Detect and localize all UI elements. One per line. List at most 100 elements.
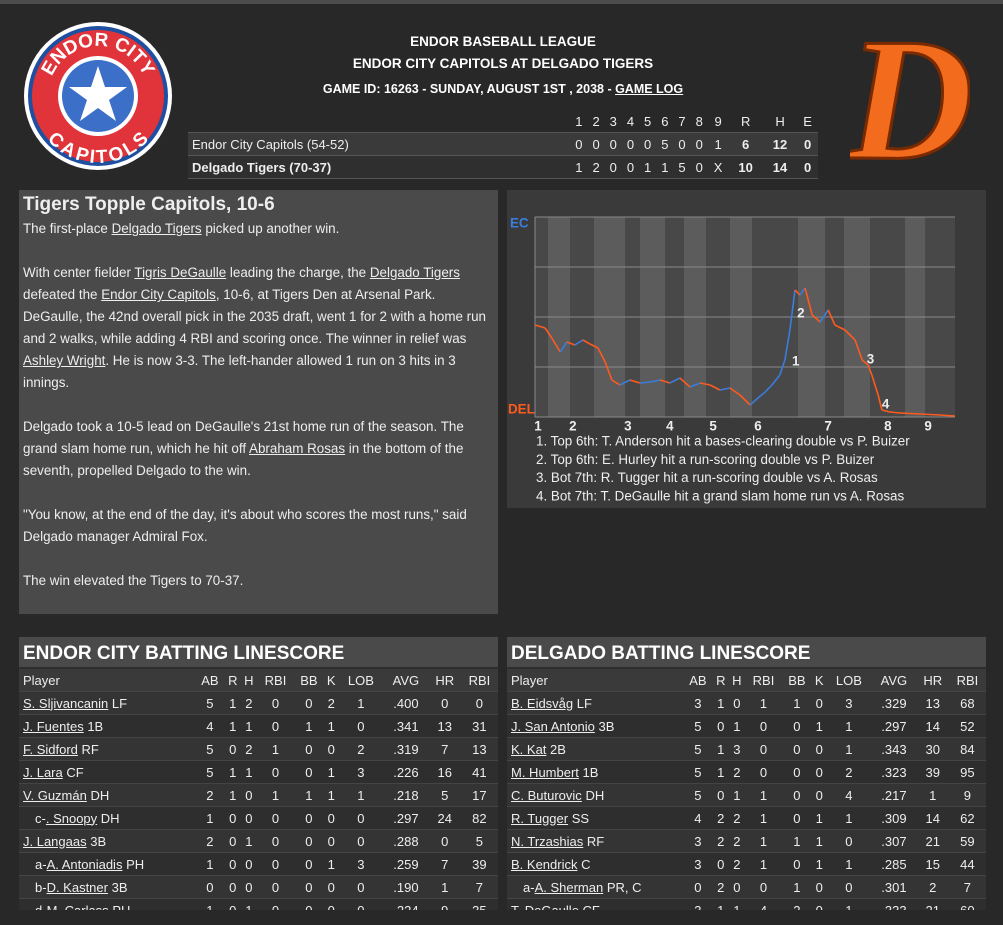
stat-cell: 0 xyxy=(811,783,827,807)
position: RF xyxy=(586,833,605,849)
position: SS xyxy=(571,810,590,826)
position: DH xyxy=(100,810,120,826)
stat-cell: 0 xyxy=(294,829,324,853)
player-link[interactable]: D. Kastner xyxy=(46,879,108,895)
player-link[interactable]: K. Kat xyxy=(511,741,547,757)
player-link[interactable]: J. Lara xyxy=(23,764,63,780)
column-header: BB xyxy=(294,669,324,692)
link[interactable]: Tigris DeGaulle xyxy=(134,265,227,280)
score-cell: 0 xyxy=(621,132,640,156)
link[interactable]: Endor City Capitols xyxy=(101,287,216,302)
player-row: d-M. Carlass PH 1 0 1 0 0 0 0.224 9 35 xyxy=(19,898,498,911)
stat-cell: 1 xyxy=(428,875,461,899)
stat-cell: 1 xyxy=(240,829,257,853)
position: 3B xyxy=(598,718,615,734)
panel-title: DELGADO BATTING LINESCORE xyxy=(507,637,986,667)
player-link[interactable]: M. Humbert xyxy=(511,764,579,780)
player-row: J. Langaas 3B 2 0 1 0 0 0 0.288 0 5 xyxy=(19,829,498,853)
line-segment xyxy=(804,287,813,316)
player-cell: d-M. Carlass PH xyxy=(19,898,195,911)
column-header: HR xyxy=(428,669,461,692)
stat-cell: 0 xyxy=(224,737,241,761)
column-header: RBI xyxy=(256,669,295,692)
stat-cell: 0 xyxy=(240,783,257,807)
note: 4. Bot 7th: T. DeGaulle hit a grand slam… xyxy=(536,488,904,503)
away-logo: ENDOR CITY CAPITOLS xyxy=(24,22,172,170)
stat-cell: 2 xyxy=(712,875,729,899)
column-header: Player xyxy=(507,669,683,692)
position: 2B xyxy=(550,741,566,757)
home-logo: D xyxy=(850,18,970,173)
player-link[interactable]: M. Carlass xyxy=(46,902,109,911)
line-segment xyxy=(669,377,681,384)
player-link[interactable]: N. Trzashias xyxy=(511,833,584,849)
stat-cell: 2 xyxy=(323,691,339,715)
player-link[interactable]: J. Langaas xyxy=(23,833,87,849)
player-link[interactable]: C. Buturovic xyxy=(511,787,582,803)
player-link[interactable]: R. Tugger xyxy=(511,810,569,826)
player-link[interactable]: J. Fuentes xyxy=(23,718,84,734)
position: 1B xyxy=(582,764,599,780)
stat-cell: 5 xyxy=(683,737,713,761)
stat-cell: .307 xyxy=(871,829,917,853)
paragraph: With center fielder Tigris DeGaulle lead… xyxy=(23,262,494,394)
column-header: RBI xyxy=(948,669,986,692)
stat-cell: 2 xyxy=(712,829,729,853)
line-segment xyxy=(689,382,701,388)
player-link[interactable]: V. Guzmán xyxy=(23,787,87,803)
stat-cell: 0 xyxy=(338,875,384,899)
link[interactable]: Delgado Tigers xyxy=(369,265,460,280)
link[interactable]: Delgado Tigers xyxy=(111,221,202,236)
score-cell: 0 xyxy=(604,132,622,156)
sub-prefix: a- xyxy=(523,879,535,895)
inning-label: 1 xyxy=(534,419,542,434)
stat-cell: 0 xyxy=(811,875,827,899)
line-segment xyxy=(764,384,773,393)
note: 2. Top 6th: E. Hurley hit a run-scoring … xyxy=(536,452,875,467)
score-cell: 1 xyxy=(639,155,657,179)
stat-cell: .333 xyxy=(871,898,917,910)
player-link[interactable]: A. Antoniadis xyxy=(46,856,123,872)
score-cell: 0 xyxy=(690,155,708,179)
game-log-link[interactable]: GAME LOG xyxy=(615,82,684,96)
inning-label: 3 xyxy=(624,419,631,434)
score-cell: 12 xyxy=(762,132,798,156)
stat-cell: 0 xyxy=(240,852,257,876)
player-row: a-A. Antoniadis PH 1 0 0 0 0 1 3.259 7 39 xyxy=(19,852,498,876)
link[interactable]: Abraham Rosas xyxy=(249,441,346,456)
player-cell: a-A. Antoniadis PH xyxy=(19,852,195,876)
player-row: C. Buturovic DH 5 0 1 1 0 0 4.217 1 9 xyxy=(507,783,986,807)
column-header: BB xyxy=(782,669,812,692)
line-segment xyxy=(834,324,846,331)
stat-cell: 1 xyxy=(744,806,783,830)
stat-cell: 5 xyxy=(195,737,225,761)
stat-cell: .190 xyxy=(383,875,429,899)
table-header: Player AB R H RBI BB K LOB AVG HR RBI xyxy=(19,669,498,692)
score-cell: 1 xyxy=(656,155,674,179)
stat-cell: .297 xyxy=(383,806,429,830)
line-segment xyxy=(729,387,741,396)
line-segment xyxy=(889,411,901,414)
player-link[interactable]: F. Sidford xyxy=(23,741,78,757)
player-link[interactable]: J. San Antonio xyxy=(511,718,595,734)
line-segment xyxy=(719,387,731,391)
player-link[interactable]: A. Sherman xyxy=(534,879,604,895)
stat-cell: 1 xyxy=(195,806,225,830)
player-row: c-. Snoopy DH 1 0 0 0 0 0 0.297 24 82 xyxy=(19,806,498,830)
stat-cell: 1 xyxy=(782,875,812,899)
stat-cell: 1 xyxy=(826,806,872,830)
player-link[interactable]: B. Kendrick xyxy=(511,856,578,872)
stat-cell: 5 xyxy=(683,714,713,738)
player-link[interactable]: B. Eidsvåg xyxy=(511,695,574,711)
header-cell: 8 xyxy=(690,110,708,133)
stat-cell: 3 xyxy=(683,691,713,715)
player-link[interactable]: . Snoopy xyxy=(45,810,98,826)
stat-cell: 2 xyxy=(728,760,745,784)
player-link[interactable]: S. Sljivancanin xyxy=(23,695,109,711)
player-link[interactable]: T. DeGaulle xyxy=(511,902,579,911)
column-header: Player xyxy=(19,669,195,692)
stat-cell: 2 xyxy=(240,737,257,761)
link[interactable]: Ashley Wright xyxy=(23,353,106,368)
sub-prefix: b- xyxy=(35,879,47,895)
stat-cell: 0 xyxy=(782,852,812,876)
